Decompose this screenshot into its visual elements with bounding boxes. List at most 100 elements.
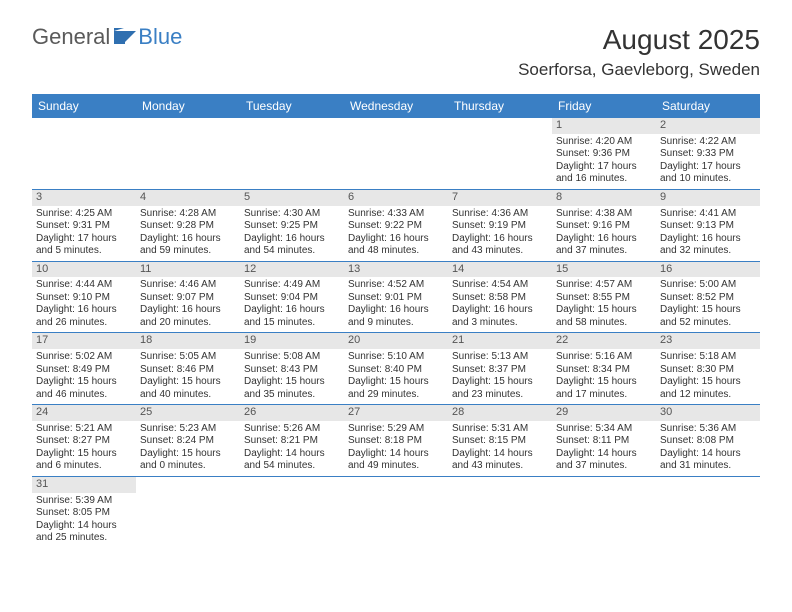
sunrise-text: Sunrise: 4:49 AM	[244, 279, 340, 292]
sunset-text: Sunset: 9:36 PM	[556, 148, 652, 161]
day-cell: 4Sunrise: 4:28 AMSunset: 9:28 PMDaylight…	[136, 190, 240, 261]
daylight-text: Daylight: 16 hours and 26 minutes.	[36, 304, 132, 329]
daylight-text: Daylight: 14 hours and 25 minutes.	[36, 520, 132, 545]
daylight-text: Daylight: 15 hours and 40 minutes.	[140, 376, 236, 401]
day-body: Sunrise: 5:16 AMSunset: 8:34 PMDaylight:…	[552, 349, 656, 404]
sunset-text: Sunset: 9:33 PM	[660, 148, 756, 161]
weekday-header: Sunday	[32, 94, 136, 118]
logo-text-general: General	[32, 24, 110, 50]
sunset-text: Sunset: 8:49 PM	[36, 364, 132, 377]
day-cell	[344, 118, 448, 189]
sunrise-text: Sunrise: 5:31 AM	[452, 423, 548, 436]
logo: General Blue	[32, 24, 182, 50]
daylight-text: Daylight: 16 hours and 48 minutes.	[348, 233, 444, 258]
day-number: 8	[552, 190, 656, 206]
day-cell: 18Sunrise: 5:05 AMSunset: 8:46 PMDayligh…	[136, 333, 240, 404]
daylight-text: Daylight: 14 hours and 43 minutes.	[452, 448, 548, 473]
day-number: 6	[344, 190, 448, 206]
sunset-text: Sunset: 8:43 PM	[244, 364, 340, 377]
daylight-text: Daylight: 14 hours and 37 minutes.	[556, 448, 652, 473]
sunset-text: Sunset: 8:08 PM	[660, 435, 756, 448]
daylight-text: Daylight: 15 hours and 35 minutes.	[244, 376, 340, 401]
day-cell	[552, 477, 656, 548]
week-row: 10Sunrise: 4:44 AMSunset: 9:10 PMDayligh…	[32, 262, 760, 334]
day-cell: 10Sunrise: 4:44 AMSunset: 9:10 PMDayligh…	[32, 262, 136, 333]
day-body: Sunrise: 5:10 AMSunset: 8:40 PMDaylight:…	[344, 349, 448, 404]
day-number: 29	[552, 405, 656, 421]
daylight-text: Daylight: 15 hours and 0 minutes.	[140, 448, 236, 473]
day-body: Sunrise: 4:49 AMSunset: 9:04 PMDaylight:…	[240, 277, 344, 332]
daylight-text: Daylight: 16 hours and 20 minutes.	[140, 304, 236, 329]
week-row: 31Sunrise: 5:39 AMSunset: 8:05 PMDayligh…	[32, 477, 760, 548]
sunset-text: Sunset: 9:04 PM	[244, 292, 340, 305]
sunset-text: Sunset: 9:31 PM	[36, 220, 132, 233]
sunrise-text: Sunrise: 4:57 AM	[556, 279, 652, 292]
day-cell: 6Sunrise: 4:33 AMSunset: 9:22 PMDaylight…	[344, 190, 448, 261]
day-cell: 12Sunrise: 4:49 AMSunset: 9:04 PMDayligh…	[240, 262, 344, 333]
day-number: 31	[32, 477, 136, 493]
day-number: 5	[240, 190, 344, 206]
sunset-text: Sunset: 9:25 PM	[244, 220, 340, 233]
day-body: Sunrise: 5:21 AMSunset: 8:27 PMDaylight:…	[32, 421, 136, 476]
sunrise-text: Sunrise: 4:44 AM	[36, 279, 132, 292]
daylight-text: Daylight: 16 hours and 59 minutes.	[140, 233, 236, 258]
day-cell: 5Sunrise: 4:30 AMSunset: 9:25 PMDaylight…	[240, 190, 344, 261]
day-cell: 25Sunrise: 5:23 AMSunset: 8:24 PMDayligh…	[136, 405, 240, 476]
sunset-text: Sunset: 8:21 PM	[244, 435, 340, 448]
day-body: Sunrise: 5:05 AMSunset: 8:46 PMDaylight:…	[136, 349, 240, 404]
day-cell: 29Sunrise: 5:34 AMSunset: 8:11 PMDayligh…	[552, 405, 656, 476]
day-cell: 31Sunrise: 5:39 AMSunset: 8:05 PMDayligh…	[32, 477, 136, 548]
daylight-text: Daylight: 16 hours and 37 minutes.	[556, 233, 652, 258]
sunset-text: Sunset: 8:58 PM	[452, 292, 548, 305]
sunrise-text: Sunrise: 4:36 AM	[452, 208, 548, 221]
sunrise-text: Sunrise: 5:26 AM	[244, 423, 340, 436]
day-number: 21	[448, 333, 552, 349]
sunrise-text: Sunrise: 5:21 AM	[36, 423, 132, 436]
day-body: Sunrise: 5:36 AMSunset: 8:08 PMDaylight:…	[656, 421, 760, 476]
day-body: Sunrise: 5:18 AMSunset: 8:30 PMDaylight:…	[656, 349, 760, 404]
sunset-text: Sunset: 9:07 PM	[140, 292, 236, 305]
day-body: Sunrise: 4:38 AMSunset: 9:16 PMDaylight:…	[552, 206, 656, 261]
day-number: 4	[136, 190, 240, 206]
title-block: August 2025 Soerforsa, Gaevleborg, Swede…	[518, 24, 760, 80]
day-body: Sunrise: 5:39 AMSunset: 8:05 PMDaylight:…	[32, 493, 136, 548]
location-subtitle: Soerforsa, Gaevleborg, Sweden	[518, 60, 760, 80]
day-body: Sunrise: 4:33 AMSunset: 9:22 PMDaylight:…	[344, 206, 448, 261]
day-cell	[448, 118, 552, 189]
day-number: 18	[136, 333, 240, 349]
weeks-container: 1Sunrise: 4:20 AMSunset: 9:36 PMDaylight…	[32, 118, 760, 548]
day-cell: 1Sunrise: 4:20 AMSunset: 9:36 PMDaylight…	[552, 118, 656, 189]
day-cell: 21Sunrise: 5:13 AMSunset: 8:37 PMDayligh…	[448, 333, 552, 404]
daylight-text: Daylight: 15 hours and 6 minutes.	[36, 448, 132, 473]
day-number: 19	[240, 333, 344, 349]
sunrise-text: Sunrise: 5:36 AM	[660, 423, 756, 436]
day-number: 16	[656, 262, 760, 278]
sunrise-text: Sunrise: 4:46 AM	[140, 279, 236, 292]
day-cell: 16Sunrise: 5:00 AMSunset: 8:52 PMDayligh…	[656, 262, 760, 333]
day-number: 30	[656, 405, 760, 421]
day-cell: 22Sunrise: 5:16 AMSunset: 8:34 PMDayligh…	[552, 333, 656, 404]
day-body: Sunrise: 4:30 AMSunset: 9:25 PMDaylight:…	[240, 206, 344, 261]
logo-text-blue: Blue	[138, 24, 182, 50]
sunset-text: Sunset: 9:01 PM	[348, 292, 444, 305]
day-cell: 2Sunrise: 4:22 AMSunset: 9:33 PMDaylight…	[656, 118, 760, 189]
day-body: Sunrise: 4:25 AMSunset: 9:31 PMDaylight:…	[32, 206, 136, 261]
day-number: 7	[448, 190, 552, 206]
weekday-header-row: SundayMondayTuesdayWednesdayThursdayFrid…	[32, 94, 760, 118]
day-cell: 17Sunrise: 5:02 AMSunset: 8:49 PMDayligh…	[32, 333, 136, 404]
daylight-text: Daylight: 17 hours and 16 minutes.	[556, 161, 652, 186]
day-cell: 20Sunrise: 5:10 AMSunset: 8:40 PMDayligh…	[344, 333, 448, 404]
day-body: Sunrise: 4:54 AMSunset: 8:58 PMDaylight:…	[448, 277, 552, 332]
sunrise-text: Sunrise: 5:05 AM	[140, 351, 236, 364]
day-body: Sunrise: 5:02 AMSunset: 8:49 PMDaylight:…	[32, 349, 136, 404]
day-number: 25	[136, 405, 240, 421]
day-number: 12	[240, 262, 344, 278]
weekday-header: Saturday	[656, 94, 760, 118]
daylight-text: Daylight: 14 hours and 54 minutes.	[244, 448, 340, 473]
sunset-text: Sunset: 9:28 PM	[140, 220, 236, 233]
day-cell	[344, 477, 448, 548]
day-number: 20	[344, 333, 448, 349]
day-body: Sunrise: 4:44 AMSunset: 9:10 PMDaylight:…	[32, 277, 136, 332]
day-cell: 27Sunrise: 5:29 AMSunset: 8:18 PMDayligh…	[344, 405, 448, 476]
day-cell	[32, 118, 136, 189]
